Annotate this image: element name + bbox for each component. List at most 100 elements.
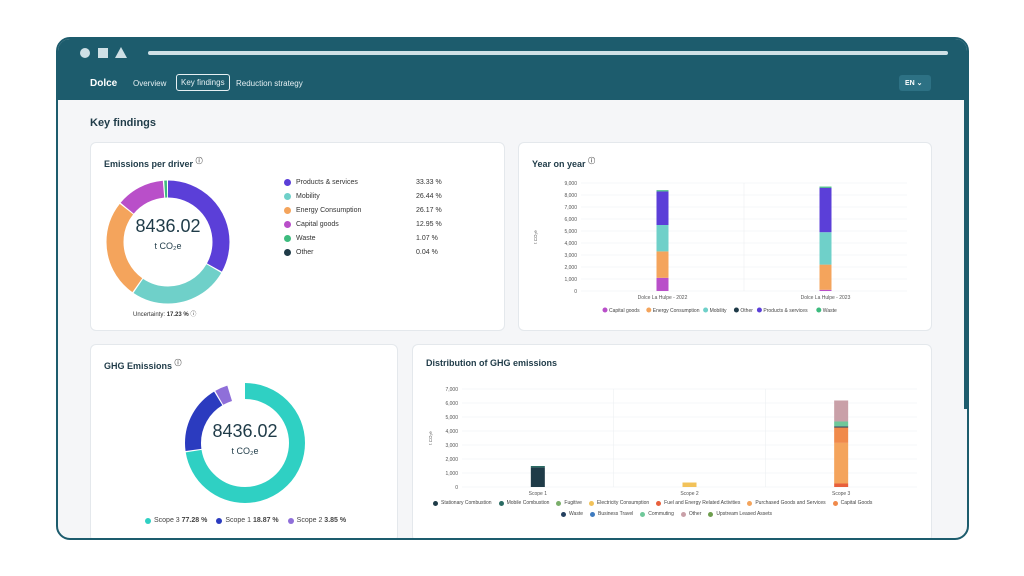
emissions-per-driver-card: Emissions per driver ⓘ 8436.02 t CO₂e Un… xyxy=(90,142,505,331)
legend-swatch xyxy=(284,221,291,228)
legend-item[interactable]: Mobile Combustion xyxy=(498,500,549,506)
y-tick-label: 2,000 xyxy=(564,265,577,271)
total-value: 8436.02 xyxy=(212,421,278,441)
legend-swatch xyxy=(656,500,662,506)
info-icon[interactable]: ⓘ xyxy=(190,312,197,318)
donut-segment-2[interactable] xyxy=(106,180,230,304)
bar-segment[interactable] xyxy=(656,191,669,225)
nav-key-findings[interactable]: Key findings xyxy=(176,74,230,91)
legend-swatch xyxy=(284,249,291,256)
legend-item[interactable]: Commuting xyxy=(640,511,674,517)
legend-item[interactable]: Waste 1.07 % xyxy=(284,235,454,242)
y-tick-label: 5,000 xyxy=(445,415,458,421)
legend-item[interactable]: Electricity Consumption xyxy=(588,500,649,506)
help-icon[interactable]: ⓘ xyxy=(195,158,203,165)
address-bar[interactable] xyxy=(148,51,948,55)
legend-item[interactable]: Stationary Combustion xyxy=(433,500,492,506)
legend-item[interactable]: Scope 2 3.85 % xyxy=(287,517,346,524)
legend-percent: 12.95 % xyxy=(416,221,442,228)
legend-label: Waste xyxy=(296,235,316,242)
legend-swatch xyxy=(284,207,291,214)
legend-label[interactable]: Other xyxy=(740,308,753,314)
donut-segment-1[interactable] xyxy=(106,180,230,304)
legend-label[interactable]: Mobility xyxy=(710,308,727,314)
scrollbar[interactable] xyxy=(964,69,967,409)
legend-item[interactable]: Capital Goods xyxy=(832,500,872,506)
bar-segment[interactable] xyxy=(819,187,832,233)
legend-item[interactable]: Business Travel xyxy=(589,511,633,517)
bar-segment[interactable] xyxy=(834,483,849,488)
legend-item[interactable]: Fuel and Energy Related Activities xyxy=(656,500,740,506)
bar-segment[interactable] xyxy=(834,442,849,484)
bar-segment[interactable] xyxy=(682,482,697,487)
distribution-legend-row-1: Stationary Combustion Mobile Combustion Fu… xyxy=(433,500,872,506)
window-circle-icon xyxy=(80,48,90,58)
legend-swatch xyxy=(284,193,291,200)
bar-segment[interactable] xyxy=(656,251,669,278)
legend-percent: 77.28 % xyxy=(181,517,208,524)
y-axis-label: t CO₂e xyxy=(428,431,433,445)
legend-item[interactable]: Other 0.04 % xyxy=(284,249,454,256)
legend-label[interactable]: Capital goods xyxy=(609,308,640,314)
legend-item[interactable]: Capital goods 12.95 % xyxy=(284,221,454,228)
legend-item[interactable]: Products & services 33.33 % xyxy=(284,179,454,186)
legend-swatch xyxy=(588,500,594,506)
bar-segment[interactable] xyxy=(656,225,669,252)
bar-segment[interactable] xyxy=(819,232,832,265)
legend-item[interactable]: Upstream Leased Assets xyxy=(708,511,772,517)
x-tick-label: Dolce La Hulpe - 2023 xyxy=(801,295,851,301)
distribution-card: Distribution of GHG emissions 7,000 6,000… xyxy=(412,344,932,538)
y-tick-label: 4,000 xyxy=(445,429,458,435)
nav-overview[interactable]: Overview xyxy=(133,79,167,88)
bar-segment[interactable] xyxy=(656,277,669,291)
y-tick-label: 0 xyxy=(574,289,577,295)
legend-swatch xyxy=(733,307,739,313)
bar-segment[interactable] xyxy=(530,466,545,468)
emissions-driver-donut xyxy=(106,180,230,304)
distribution-legend-row-2: Waste Business Travel Commuting Other Upstre… xyxy=(561,511,772,517)
legend-label[interactable]: Energy Consumption xyxy=(653,308,700,314)
y-tick-label: 5,000 xyxy=(564,229,577,235)
page-title: Key findings xyxy=(90,117,157,129)
bar-segment[interactable] xyxy=(834,427,849,443)
legend-label: Products & services xyxy=(296,179,358,186)
legend-item[interactable]: Scope 3 77.28 % xyxy=(145,517,207,524)
legend-percent: 33.33 % xyxy=(416,179,442,186)
donut-segment-1[interactable] xyxy=(185,383,305,503)
language-select[interactable]: EN ⌄ xyxy=(899,75,931,91)
bar-segment[interactable] xyxy=(834,400,849,422)
card-title: Year on year ⓘ xyxy=(532,156,595,169)
nav-reduction-strategy[interactable]: Reduction strategy xyxy=(236,79,303,88)
legend-item[interactable]: Waste xyxy=(561,511,583,517)
legend-label: Other xyxy=(296,249,314,256)
bar-segment[interactable] xyxy=(530,467,545,487)
donut-segment-0[interactable] xyxy=(106,180,230,304)
y-axis-label: t CO₂e xyxy=(533,230,538,244)
help-icon[interactable]: ⓘ xyxy=(588,158,596,165)
legend-swatch xyxy=(602,307,608,313)
window-triangle-icon xyxy=(115,47,127,58)
legend-label[interactable]: Waste xyxy=(823,308,837,314)
legend-item[interactable]: Energy Consumption 26.17 % xyxy=(284,207,454,214)
uncertainty-value: 17.23 % xyxy=(166,312,189,318)
legend-label: Fugitive xyxy=(564,500,582,506)
legend-item[interactable]: Scope 1 18.87 % xyxy=(216,517,279,524)
legend-swatch xyxy=(646,307,652,313)
help-icon[interactable]: ⓘ xyxy=(174,360,182,367)
bar-segment[interactable] xyxy=(834,421,849,427)
bar-segment[interactable] xyxy=(834,426,849,428)
legend-item[interactable]: Mobility 26.44 % xyxy=(284,193,454,200)
bar-segment[interactable] xyxy=(819,289,832,291)
legend-label: Fuel and Energy Related Activities xyxy=(664,500,741,506)
bar-segment[interactable] xyxy=(819,264,832,290)
legend-item[interactable]: Other xyxy=(680,511,701,517)
bar-segment[interactable] xyxy=(819,186,832,188)
legend-item[interactable]: Purchased Goods and Services xyxy=(747,500,826,506)
donut-segment-0[interactable] xyxy=(185,383,305,503)
bar-segment[interactable] xyxy=(656,190,669,192)
legend-label[interactable]: Products & services xyxy=(763,308,808,314)
brand-name: Dolce xyxy=(90,78,118,89)
legend-item[interactable]: Fugitive xyxy=(556,500,582,506)
y-tick-label: 9,000 xyxy=(564,181,577,187)
card-title-text: GHG Emissions xyxy=(104,361,173,371)
